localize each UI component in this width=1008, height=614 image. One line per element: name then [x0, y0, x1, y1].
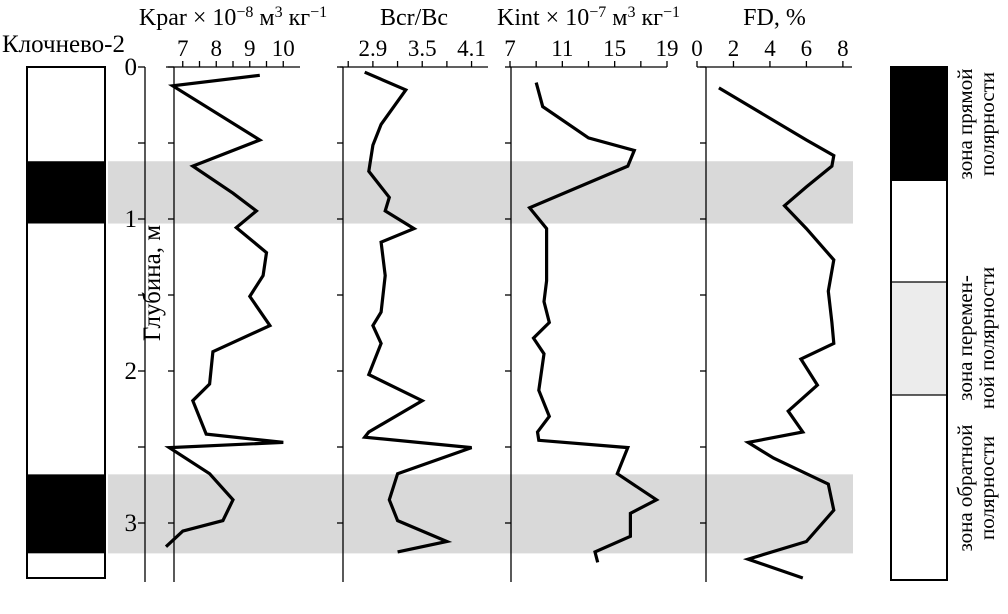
panel-0-x-tick-label-0: 7: [177, 36, 189, 61]
legend-frame: [890, 66, 948, 581]
interval-band-1: [108, 474, 853, 554]
panel-3-series-line: [718, 86, 836, 580]
panel-3-x-tick-label-1: 2: [728, 36, 740, 61]
legend-swatch-2: [891, 282, 947, 395]
panel-3-x-tick-label-4: 8: [837, 36, 849, 61]
panel-3-x-tick-label-0: 0: [691, 36, 703, 61]
panel-2: Kint × 10−7 м3 кг−1 7 11 15 19: [497, 4, 680, 582]
panel-0-series-line: [164, 73, 284, 548]
panel-2-series-line: [527, 82, 660, 563]
panel-2-x-tick-label-3: 19: [656, 36, 679, 61]
legend-swatch-0: [891, 67, 947, 181]
panel-title-3: FD, %: [743, 5, 806, 31]
legend-swatch-1: [891, 181, 947, 282]
depth-tick-label-0: 0: [125, 54, 138, 81]
panel-0-x-tick-label-1: 8: [211, 36, 223, 61]
panel-2-x-tick-label-1: 11: [551, 36, 573, 61]
interval-bands: [108, 161, 853, 554]
polarity-interval-0: [27, 67, 105, 162]
section-title: Клочнево-2: [2, 31, 125, 58]
panel-2-x-tick-label-2: 15: [603, 36, 626, 61]
polarity-interval-4: [27, 553, 105, 599]
depth-tick-label-3: 3: [125, 510, 138, 537]
panel-1-x-tick-label-0: 2.9: [359, 36, 388, 61]
depth-tick-label-2: 2: [125, 358, 138, 385]
interval-band-0: [108, 161, 853, 224]
panel-3-x-tick-label-3: 6: [801, 36, 813, 61]
polarity-column: [26, 66, 106, 599]
panel-2-x-tick-label-0: 7: [504, 36, 516, 61]
panel-3: FD, % 0 2 4 6 8: [691, 5, 852, 582]
depth-tick-label-1: 1: [125, 206, 138, 233]
polarity-interval-3: [27, 474, 105, 554]
panel-1-x-tick-label-1: 3.5: [408, 36, 437, 61]
legend-caption-normal: зона прямойполярности: [953, 69, 999, 180]
panel-title-1: Bcr/Bc: [380, 5, 448, 31]
depth-axis-label: Глубина, м: [139, 225, 166, 341]
panel-1-series-line: [361, 70, 473, 554]
polarity-interval-2: [27, 223, 105, 475]
panel-title-2: Kint × 10−7 м3 кг−1: [497, 4, 680, 32]
panel-1: Bcr/Bc 2.9 3.5 4.1: [337, 5, 488, 582]
panel-0: Kpar × 10−8 м3 кг−1 7 8 9 10: [139, 4, 327, 582]
panel-title-0: Kpar × 10−8 м3 кг−1: [139, 4, 327, 32]
panel-0-x-tick-label-2: 9: [244, 36, 256, 61]
legend-swatch-3: [891, 395, 947, 580]
panel-0-x-tick-label-3: 10: [272, 36, 295, 61]
panel-3-x-tick-label-2: 4: [764, 36, 776, 61]
polarity-column-frame: [26, 66, 106, 579]
legend-caption-transitional: зона перемен-ной полярности: [953, 267, 999, 409]
legend-caption-reversed: зона обратнойполярности: [953, 424, 999, 551]
panel-1-x-tick-label-2: 4.1: [457, 36, 486, 61]
depth-axis: 0 1 2 3: [125, 54, 146, 582]
polarity-legend: зона прямойполярности зона перемен-ной по…: [890, 66, 999, 581]
polarity-interval-1: [27, 161, 105, 224]
